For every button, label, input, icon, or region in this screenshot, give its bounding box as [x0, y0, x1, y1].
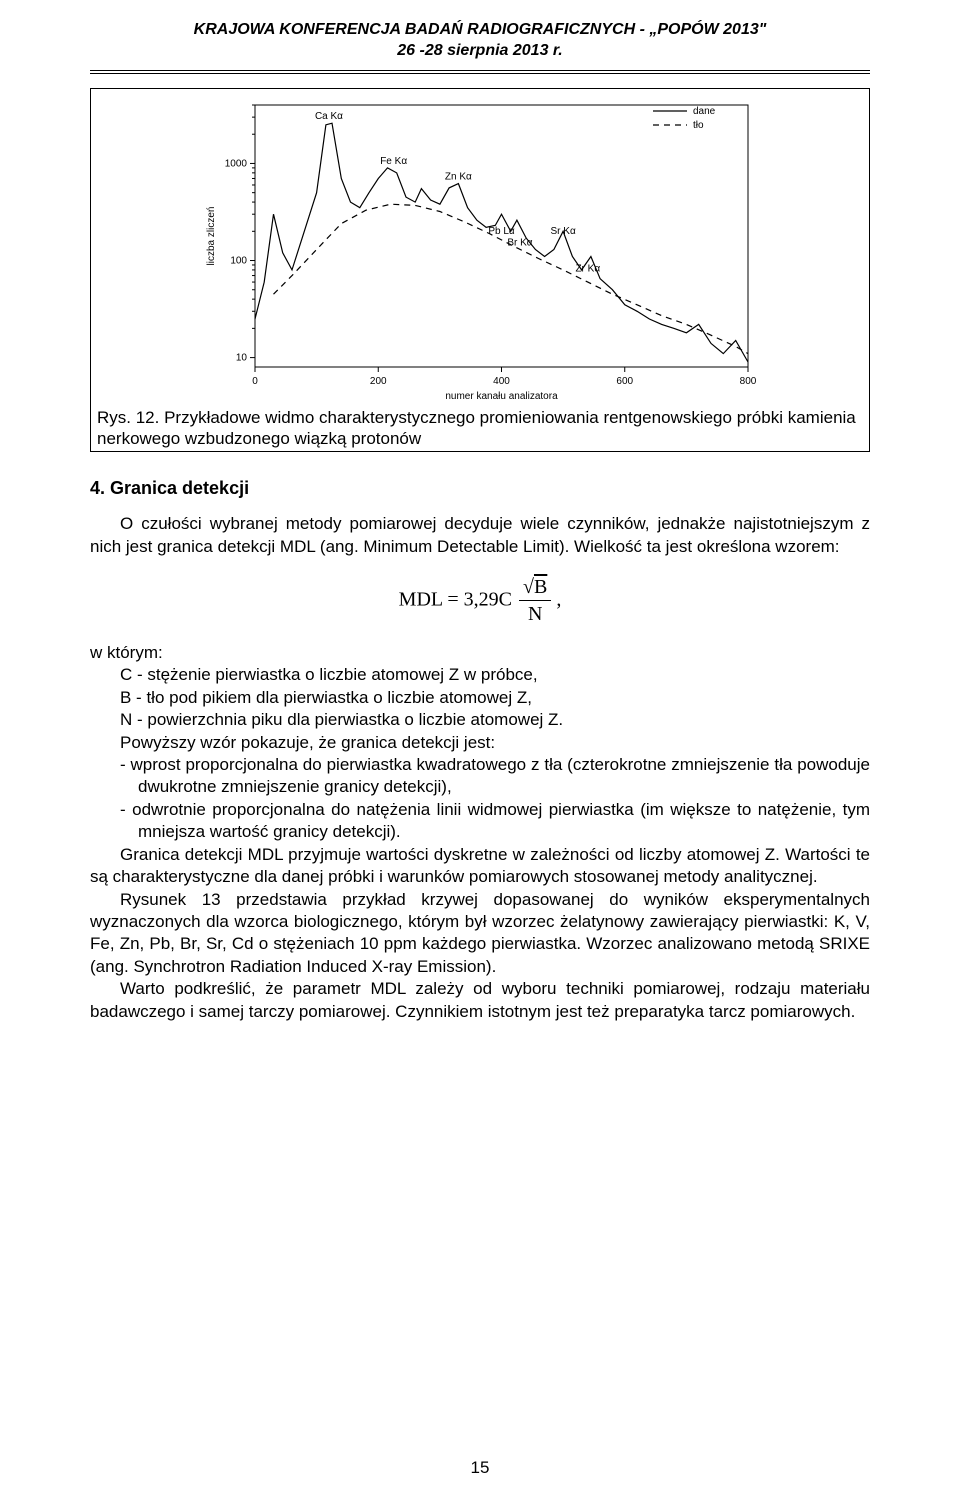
svg-text:400: 400: [493, 376, 510, 387]
svg-text:tło: tło: [693, 120, 704, 131]
formula-fraction: √B N: [519, 574, 551, 628]
bullet-list: wprost proporcjonalna do pierwiastka kwa…: [90, 754, 870, 844]
svg-text:Zr Kα: Zr Kα: [575, 263, 600, 274]
svg-text:Sr Kα: Sr Kα: [551, 226, 576, 237]
svg-text:dane: dane: [693, 106, 716, 117]
header-line-1: KRAJOWA KONFERENCJA BADAŃ RADIOGRAFICZNY…: [90, 20, 870, 41]
defs-intro: w którym:: [90, 642, 870, 664]
svg-text:numer kanału analizatora: numer kanału analizatora: [445, 391, 558, 402]
bullet-item: wprost proporcjonalna do pierwiastka kwa…: [90, 754, 870, 799]
formula-lhs: MDL: [399, 588, 443, 610]
equals-sign: =: [447, 588, 463, 610]
figure-box: 0 200 400 600 800 10 100 1000 numer kanału anali…: [90, 88, 870, 453]
svg-text:Fe Kα: Fe Kα: [380, 155, 407, 166]
svg-text:800: 800: [740, 376, 757, 387]
svg-text:Zn Kα: Zn Kα: [445, 171, 472, 182]
paragraph-5: Warto podkreślić, że parametr MDL zależy…: [90, 978, 870, 1023]
svg-text:0: 0: [252, 376, 258, 387]
svg-text:200: 200: [370, 376, 387, 387]
svg-text:1000: 1000: [225, 158, 248, 169]
section-title: 4. Granica detekcji: [90, 478, 870, 499]
page-number: 15: [0, 1458, 960, 1478]
body-text: O czułości wybranej metody pomiarowej de…: [90, 513, 870, 1023]
page: KRAJOWA KONFERENCJA BADAŃ RADIOGRAFICZNY…: [0, 0, 960, 1496]
svg-text:10: 10: [236, 352, 248, 363]
formula-den: N: [519, 601, 551, 627]
def-line: N - powierzchnia piku dla pierwiastka o …: [120, 709, 870, 731]
paragraph-1: O czułości wybranej metody pomiarowej de…: [90, 513, 870, 558]
paragraph-2: Powyższy wzór pokazuje, że granica detek…: [90, 732, 870, 754]
paragraph-3: Granica detekcji MDL przyjmuje wartości …: [90, 844, 870, 889]
def-line: B - tło pod pikiem dla pierwiastka o lic…: [120, 687, 870, 709]
svg-text:Ca Kα: Ca Kα: [315, 111, 343, 122]
page-header: KRAJOWA KONFERENCJA BADAŃ RADIOGRAFICZNY…: [90, 20, 870, 62]
svg-text:liczba zliczeń: liczba zliczeń: [206, 206, 217, 265]
svg-text:Pb Lα: Pb Lα: [488, 226, 515, 237]
figure-caption: Rys. 12. Przykładowe widmo charakterysty…: [97, 407, 863, 450]
svg-text:Br Kα: Br Kα: [507, 237, 532, 248]
svg-text:100: 100: [230, 255, 247, 266]
header-line-2: 26 -28 sierpnia 2013 r.: [90, 41, 870, 62]
defs-list: C - stężenie pierwiastka o liczbie atomo…: [90, 664, 870, 731]
bullet-item: odwrotnie proporcjonalna do natężenia li…: [90, 799, 870, 844]
formula-coeff: 3,29C: [464, 588, 512, 610]
svg-text:600: 600: [616, 376, 633, 387]
def-line: C - stężenie pierwiastka o liczbie atomo…: [120, 664, 870, 686]
formula-comma: ,: [556, 588, 561, 610]
header-rule: [90, 70, 870, 74]
mdl-formula: MDL = 3,29C √B N ,: [90, 574, 870, 628]
formula-num: √B: [519, 574, 551, 601]
spectrum-chart: 0 200 400 600 800 10 100 1000 numer kanału anali…: [200, 95, 760, 405]
paragraph-4: Rysunek 13 przedstawia przykład krzywej …: [90, 889, 870, 979]
